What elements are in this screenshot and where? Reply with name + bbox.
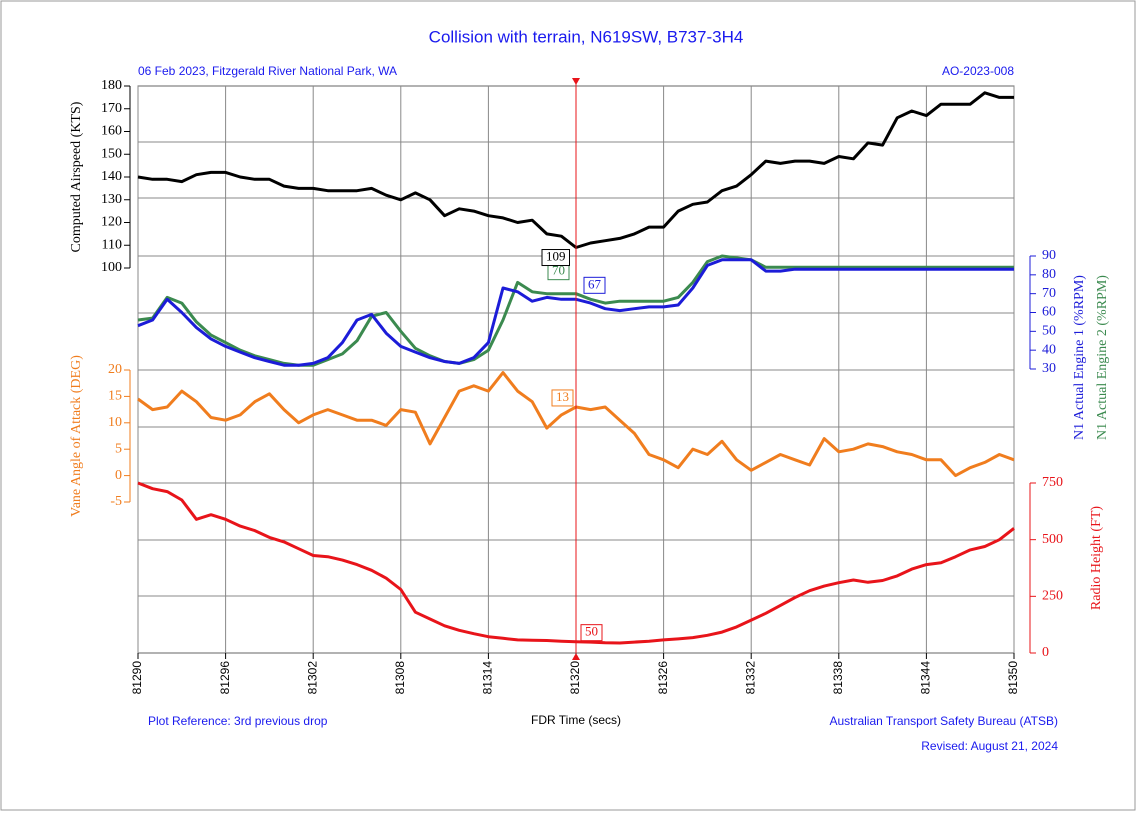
y-axis-label: N1 Actual Engine 2 (%RPM) — [1095, 275, 1110, 440]
cursor-value-label: 67 — [583, 276, 606, 294]
footer-right: Australian Transport Safety Bureau (ATSB… — [829, 714, 1058, 728]
cursor-value: 70 — [552, 263, 565, 278]
cursor-value: 13 — [556, 389, 569, 404]
y-tick-label: 5 — [115, 441, 122, 456]
footer-left: Plot Reference: 3rd previous drop — [148, 714, 328, 728]
cursor-value: 67 — [588, 276, 602, 291]
cursor-value-label: 13 — [551, 389, 574, 407]
label-layer: 50 13 70 67 109 — [541, 249, 606, 642]
y-tick-label: 140 — [101, 169, 122, 184]
label-box — [551, 389, 574, 407]
reference-code: AO-2023-008 — [942, 64, 1014, 78]
y-tick-label: 250 — [1042, 589, 1063, 604]
y-tick-label: 70 — [1042, 286, 1056, 301]
x-tick-label: 81338 — [831, 661, 845, 695]
label-box — [583, 276, 606, 294]
y-tick-label: 160 — [101, 124, 122, 139]
y-tick-label: 110 — [102, 237, 122, 252]
cursor-value: 109 — [546, 249, 566, 264]
label-box — [580, 624, 603, 642]
y-tick-label: 90 — [1042, 248, 1056, 263]
chart-title: Collision with terrain, N619SW, B737-3H4 — [429, 27, 744, 46]
y-tick-label: 100 — [101, 260, 122, 275]
y-tick-label: 50 — [1042, 324, 1056, 339]
y-tick-label: 150 — [101, 146, 122, 161]
cursor-marker-top — [572, 78, 580, 85]
y-tick-label: 30 — [1042, 361, 1056, 376]
y-axis-label: Vane Angle of Attack (DEG) — [69, 355, 84, 517]
y-tick-label: 0 — [1042, 645, 1049, 660]
x-tick-label: 81290 — [130, 661, 144, 695]
y-tick-label: 20 — [108, 362, 122, 377]
x-tick-label: 81314 — [481, 661, 495, 695]
x-axis-label: FDR Time (secs) — [531, 713, 621, 727]
y-tick-label: 750 — [1042, 475, 1063, 490]
y-tick-label: 80 — [1042, 267, 1056, 282]
y-tick-label: 60 — [1042, 305, 1056, 320]
y-tick-label: 130 — [101, 192, 122, 207]
x-tick-label: 81308 — [393, 661, 407, 695]
y-axis-label: N1 Actual Engine 1 (%RPM) — [1072, 275, 1087, 440]
y-tick-label: 40 — [1042, 342, 1056, 357]
cursor-value-label: 109 — [541, 249, 570, 267]
y-axis-label: Computed Airspeed (KTS) — [69, 101, 84, 252]
y-tick-label: 120 — [101, 215, 122, 230]
x-tick-label: 81332 — [743, 661, 757, 695]
revised-date: Revised: August 21, 2024 — [921, 739, 1058, 753]
cursor-marker-bottom — [572, 653, 580, 660]
x-tick-label: 81344 — [919, 661, 933, 695]
x-tick-label: 81326 — [656, 661, 670, 695]
x-tick-label: 81302 — [305, 661, 319, 695]
cursor-value: 50 — [585, 624, 598, 639]
y-tick-label: 0 — [115, 468, 122, 483]
y-tick-label: 10 — [108, 415, 122, 430]
x-tick-label: 81320 — [568, 661, 582, 695]
y-tick-label: -5 — [110, 494, 122, 509]
y-axis-label: Radio Height (FT) — [1089, 506, 1104, 611]
label-box — [541, 249, 570, 267]
x-tick-label: 81296 — [218, 661, 232, 695]
y-tick-label: 170 — [101, 101, 122, 116]
subtitle: 06 Feb 2023, Fitzgerald River National P… — [138, 64, 397, 78]
y-tick-label: 180 — [101, 78, 122, 93]
y-tick-label: 15 — [108, 389, 122, 404]
cursor-value-label: 50 — [580, 624, 603, 642]
y-tick-label: 500 — [1042, 532, 1063, 547]
x-tick-label: 81350 — [1006, 661, 1020, 695]
